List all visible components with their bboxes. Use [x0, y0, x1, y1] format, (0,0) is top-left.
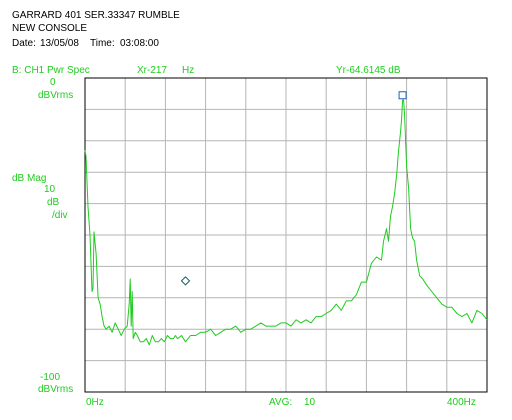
y-top-unit: dBVrms [38, 90, 74, 101]
spectrum-trace [84, 99, 488, 346]
y-top-value: 0 [50, 77, 56, 88]
plot-frame [84, 77, 488, 393]
y-div-value: 10 [44, 184, 56, 195]
x-readout: Xr-217 [137, 65, 168, 76]
y-readout: Yr-64.6145 dB [336, 65, 401, 76]
y-scale-label: dB Mag [12, 173, 47, 184]
date-label: Date: [12, 38, 36, 49]
x-start-label: 0Hz [86, 397, 104, 408]
time-value: 03:08:00 [120, 38, 159, 49]
trace-label: B: CH1 Pwr Spec [12, 65, 90, 76]
x-readout-unit: Hz [182, 65, 195, 76]
avg-value: 10 [304, 397, 316, 408]
y-div-unit: dB [47, 197, 60, 208]
plot-title: GARRARD 401 SER.33347 RUMBLE [12, 10, 180, 21]
x-end-label: 400Hz [447, 397, 476, 408]
y-bottom-unit: dBVrms [38, 384, 74, 395]
time-label: Time: [90, 38, 115, 49]
date-value: 13/05/08 [40, 38, 79, 49]
y-bottom-value: -100 [40, 372, 61, 383]
y-div-per: /div [52, 210, 68, 221]
readout-marker-diamond [180, 276, 191, 286]
plot-subtitle: NEW CONSOLE [12, 23, 88, 34]
avg-label: AVG: [269, 397, 293, 408]
peak-marker-square [398, 91, 407, 100]
